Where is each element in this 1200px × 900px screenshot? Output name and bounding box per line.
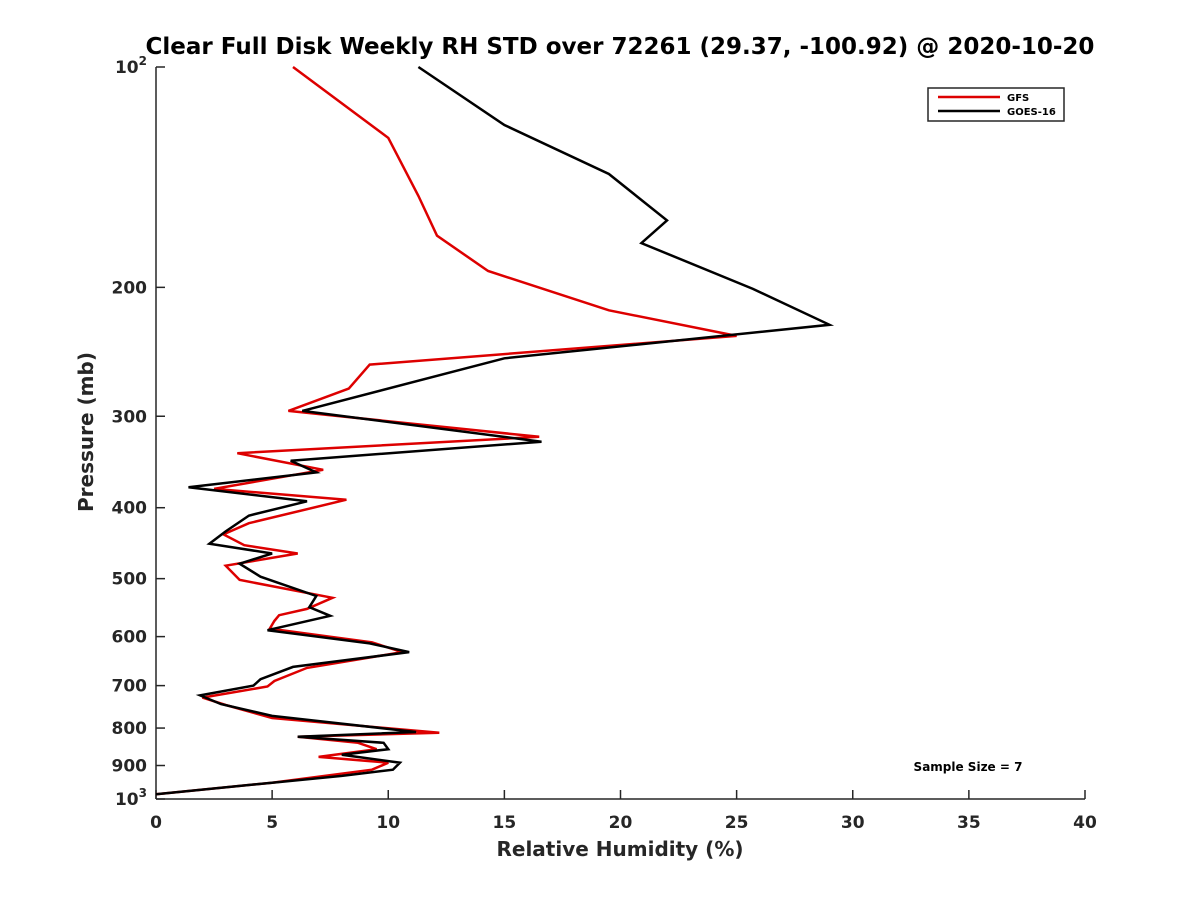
y-tick-exponent: 3 [139,786,147,800]
x-tick-label: 40 [1073,813,1097,833]
chart-title: Clear Full Disk Weekly RH STD over 72261… [146,34,1095,60]
y-tick-label: 300 [112,407,148,427]
y-tick-label: 102 [115,54,147,78]
x-tick-label: 30 [841,813,865,833]
y-axis-label: Pressure (mb) [74,352,98,512]
x-tick-label: 20 [609,813,633,833]
y-tick-label: 400 [112,499,148,519]
x-tick-label: 0 [150,813,162,833]
y-tick-label: 800 [112,719,148,739]
legend-box [927,87,1065,122]
x-tick-label: 10 [376,813,400,833]
x-tick-label: 25 [725,813,749,833]
y-tick-exponent: 2 [139,54,147,68]
x-tick-label: 15 [493,813,517,833]
y-tick-label: 900 [112,757,148,777]
series-line-goes16 [155,65,835,796]
y-tick-label: 500 [112,570,148,590]
plot-area: 0 5 10 15 20 25 30 35 40 102 200 300 400 500 600 700 800… [112,54,1097,833]
y-tick-label: 600 [112,628,148,648]
x-tick-label: 5 [266,813,278,833]
y-tick-label: 103 [115,786,147,810]
y-tick-label: 200 [112,278,148,298]
legend: GFS GOES-16 [927,87,1065,122]
x-tick-label: 35 [957,813,981,833]
legend-label-gfs: GFS [1007,93,1029,104]
sample-size-annotation: Sample Size = 7 [914,760,1023,774]
legend-label-goes16: GOES-16 [1007,107,1056,118]
x-axis-label: Relative Humidity (%) [496,837,743,861]
y-tick-label: 700 [112,677,148,697]
